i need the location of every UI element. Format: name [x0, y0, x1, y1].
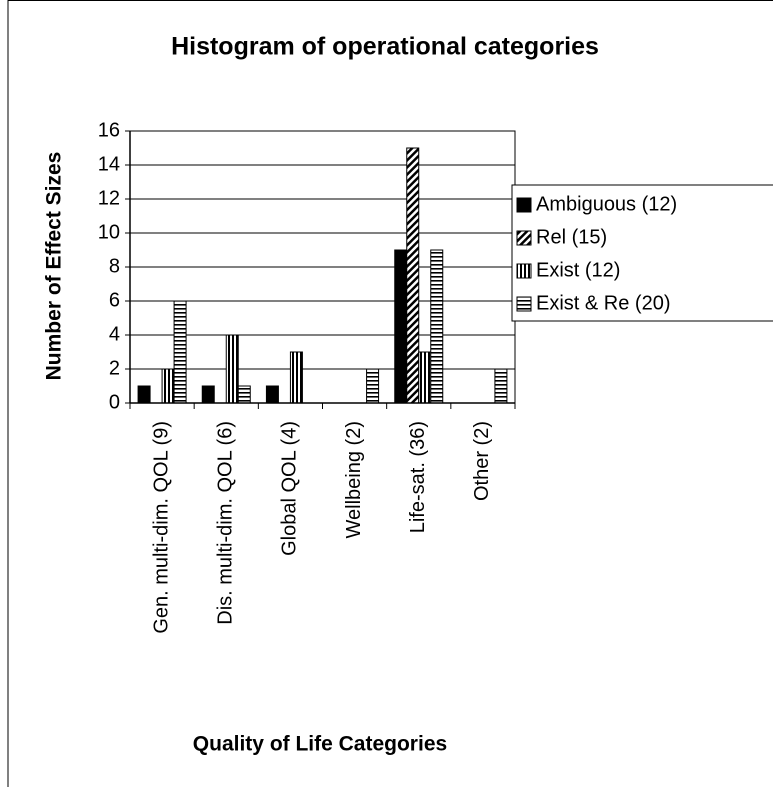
- y-tick-label: 16: [98, 119, 120, 141]
- x-tick-label: Wellbeing (2): [343, 421, 365, 538]
- bar: [265, 385, 279, 404]
- y-axis-label: Number of Effect Sizes: [43, 152, 66, 381]
- legend-label: Rel (15): [536, 226, 607, 248]
- legend-label: Exist (12): [536, 259, 620, 281]
- y-tick-label: 4: [109, 323, 120, 345]
- legend-swatch: [516, 230, 532, 246]
- bar: [137, 385, 151, 404]
- x-tick-label: Global QOL (4): [279, 421, 301, 556]
- bar: [430, 249, 444, 404]
- legend-label: Exist & Re (20): [536, 292, 670, 314]
- y-tick-label: 14: [98, 153, 120, 175]
- x-tick-label: Gen. multi-dim. QOL (9): [150, 421, 172, 634]
- chart-title: Histogram of operational categories: [171, 33, 599, 61]
- legend-swatch: [516, 296, 532, 312]
- bar: [173, 300, 187, 404]
- bar: [494, 368, 508, 404]
- bar: [237, 385, 251, 404]
- y-tick-label: 2: [109, 357, 120, 379]
- legend-swatch: [516, 263, 532, 279]
- bar: [201, 385, 215, 404]
- x-tick-label: Other (2): [471, 421, 493, 501]
- bar: [394, 249, 408, 404]
- x-tick-label: Dis. multi-dim. QOL (6): [215, 421, 237, 625]
- y-tick-label: 10: [98, 221, 120, 243]
- bar: [366, 368, 380, 404]
- bar: [161, 368, 175, 404]
- legend-swatch: [516, 197, 532, 213]
- x-axis-label: Quality of Life Categories: [193, 733, 447, 756]
- bar: [418, 351, 432, 404]
- y-tick-label: 6: [109, 289, 120, 311]
- bar: [225, 334, 239, 404]
- x-tick-label: Life-sat. (36): [407, 421, 429, 533]
- legend-label: Ambiguous (12): [536, 193, 677, 215]
- y-tick-label: 12: [98, 187, 120, 209]
- bar: [406, 147, 420, 404]
- y-tick-label: 8: [109, 255, 120, 277]
- frame: [7, 0, 773, 787]
- y-tick-label: 0: [109, 391, 120, 413]
- legend-box: [511, 184, 773, 322]
- bar: [289, 351, 303, 404]
